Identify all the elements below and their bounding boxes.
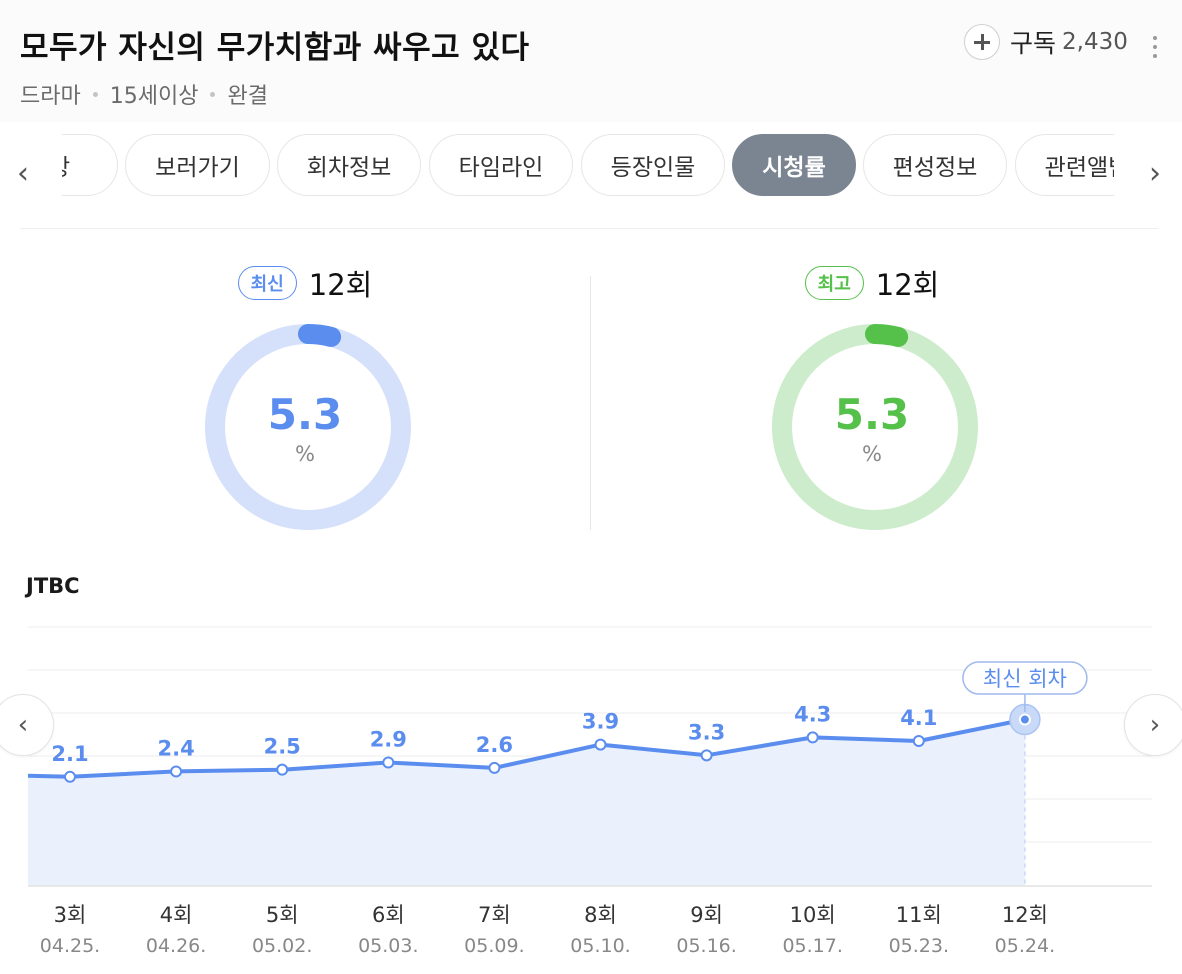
latest-badge-text: 최신 회차 xyxy=(983,667,1067,691)
tab-timeline[interactable]: 타임라인 xyxy=(429,134,573,196)
data-point xyxy=(912,735,925,748)
episode-tick-label: 8회 xyxy=(584,903,617,927)
episode-tick-label: 10회 xyxy=(790,903,836,927)
data-label: 3.3 xyxy=(688,720,725,744)
latest-rating-value: 5.3 xyxy=(267,390,343,439)
meta-status: 완결 xyxy=(227,84,268,109)
subscribe-label: 구독 xyxy=(1010,29,1057,58)
date-tick-label: 05.16. xyxy=(676,935,736,957)
date-tick-label: 05.23. xyxy=(889,935,949,957)
data-label: 3.9 xyxy=(582,710,619,734)
episode-tick-label: 3회 xyxy=(54,903,87,927)
data-point xyxy=(382,756,395,769)
date-tick-label: 05.03. xyxy=(358,935,418,957)
more-options-icon[interactable] xyxy=(1151,36,1159,62)
latest-rating-card: 최신 12회 5.3 % xyxy=(155,262,455,542)
data-label: 2.6 xyxy=(476,733,513,757)
best-episode: 12회 xyxy=(875,268,940,302)
chevron-right-icon[interactable]: › xyxy=(1149,156,1161,191)
data-point xyxy=(594,738,607,751)
data-label: 2.1 xyxy=(51,742,88,766)
data-point xyxy=(488,761,501,774)
tab-watch[interactable]: 보러가기 xyxy=(125,134,270,196)
subscribe-count: 2,430 xyxy=(1062,29,1128,55)
data-point xyxy=(64,770,76,783)
meta-separator xyxy=(210,91,216,97)
date-tick-label: 05.10. xyxy=(570,935,630,957)
date-tick-label: 05.09. xyxy=(464,935,524,957)
best-rating-unit: % xyxy=(862,442,882,466)
program-header: 모두가 자신의 무가치함과 싸우고 있다 드라마 15세이상 완결 구독 2,4… xyxy=(0,0,1182,122)
program-meta: 드라마 15세이상 완결 xyxy=(20,78,268,110)
subscribe-button[interactable]: 구독 2,430 xyxy=(964,24,1128,60)
date-tick-label: 04.26. xyxy=(146,935,206,957)
tab-cast[interactable]: 등장인물 xyxy=(581,134,725,196)
best-rating-ring xyxy=(772,324,978,530)
episode-tick-label: 11회 xyxy=(896,903,942,927)
stats-separator xyxy=(590,276,591,530)
date-tick-label: 05.02. xyxy=(252,935,312,957)
episode-tick-label: 6회 xyxy=(372,903,405,927)
data-label: 2.9 xyxy=(370,727,407,751)
data-label: 2.4 xyxy=(157,736,194,760)
latest-rating-unit: % xyxy=(295,442,315,466)
program-title: 모두가 자신의 무가치함과 싸우고 있다 xyxy=(20,30,530,66)
data-point xyxy=(170,765,183,778)
section-divider xyxy=(20,228,1158,229)
data-point xyxy=(700,749,713,762)
best-rating-card: 최고 12회 5.3 % xyxy=(722,262,1022,542)
latest-episode: 12회 xyxy=(308,268,373,302)
date-tick-label: 04.25. xyxy=(40,935,100,957)
data-label: 4.3 xyxy=(794,702,831,726)
episode-tick-label: 5회 xyxy=(266,903,299,927)
chart-next-button[interactable]: › xyxy=(1124,694,1182,756)
latest-rating-ring xyxy=(205,324,411,530)
date-tick-label: 05.24. xyxy=(995,935,1055,957)
chevron-left-icon[interactable]: ‹ xyxy=(17,156,29,191)
episode-tick-label: 12회 xyxy=(1002,903,1048,927)
date-tick-label: 05.17. xyxy=(782,935,842,957)
best-ring-arc xyxy=(772,324,978,530)
tab-albums[interactable]: 관련앨범 xyxy=(1015,134,1114,196)
latest-badge-pill xyxy=(962,661,1088,695)
chart-prev-button[interactable]: ‹ xyxy=(0,694,54,756)
data-point xyxy=(806,731,819,744)
tab-video[interactable]: 영상 xyxy=(62,134,118,196)
data-point xyxy=(276,763,289,776)
ratings-line-chart: 2.1 3회 04.25. 2.4 4회 04.26. 2.5 5회 05.02. 2.9 6회 05… xyxy=(27,626,1152,957)
network-label: JTBC xyxy=(26,574,80,598)
data-point xyxy=(1018,713,1031,726)
ratings-chart: 2.1 3회 04.25. 2.4 4회 04.26. 2.5 5회 05.02. 2.9 6회 05… xyxy=(0,600,1182,974)
tab-schedule[interactable]: 편성정보 xyxy=(863,134,1007,196)
data-label: 4.1 xyxy=(900,706,937,730)
data-label: 2.5 xyxy=(264,735,301,759)
meta-separator xyxy=(92,91,98,97)
episode-tick-label: 9회 xyxy=(690,903,723,927)
plus-icon[interactable] xyxy=(964,24,1000,60)
best-badge: 최고 xyxy=(804,266,864,300)
chart-area-fill xyxy=(28,719,1025,886)
meta-age-rating: 15세이상 xyxy=(109,84,199,109)
tab-bar: ‹ 영상 보러가기 회차정보 타임라인 등장인물 시청률 편성정보 관련앨범 › xyxy=(0,128,1182,210)
episode-tick-label: 4회 xyxy=(160,903,193,927)
latest-badge: 최신 xyxy=(237,266,297,300)
best-rating-value: 5.3 xyxy=(834,390,910,439)
meta-genre: 드라마 xyxy=(20,84,81,109)
latest-ring-arc xyxy=(205,324,411,530)
tab-episodes[interactable]: 회차정보 xyxy=(277,134,421,196)
tab-ratings[interactable]: 시청률 xyxy=(732,134,856,196)
episode-tick-label: 7회 xyxy=(478,903,511,927)
tab-scroller: 영상 보러가기 회차정보 타임라인 등장인물 시청률 편성정보 관련앨범 xyxy=(62,134,1114,198)
